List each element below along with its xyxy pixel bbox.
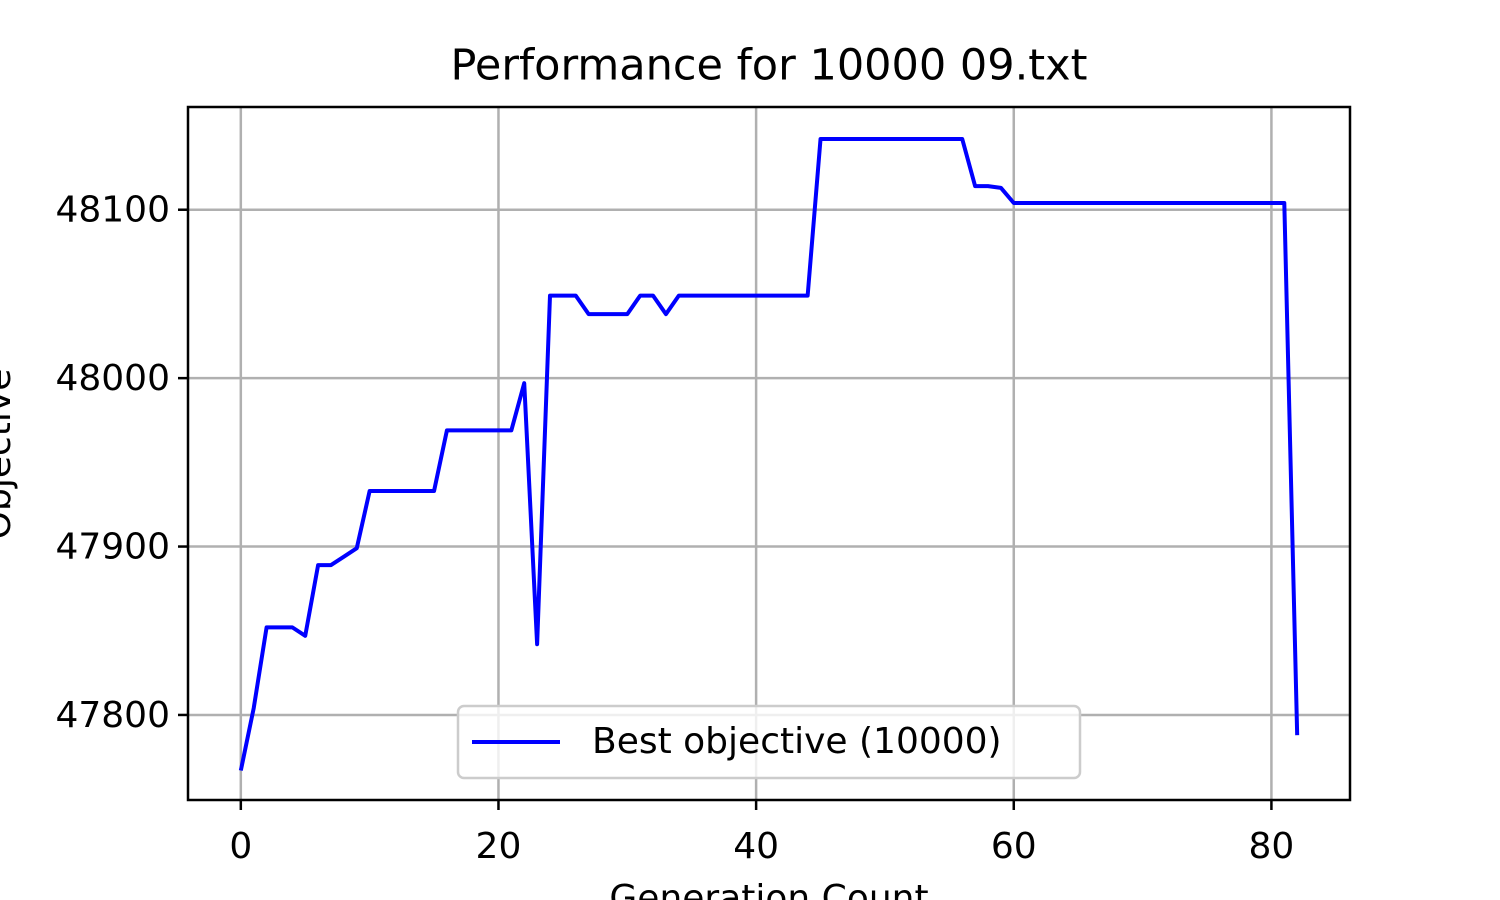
x-tick-label: 20 (476, 826, 522, 867)
plot-frame (186, 105, 1352, 802)
chart-title: Performance for 10000 09.txt (451, 41, 1088, 91)
y-tick-label: 48000 (55, 358, 170, 399)
data-line (238, 136, 1300, 771)
x-axis-label: Generation Count (609, 878, 928, 900)
y-tick-label: 47900 (55, 527, 170, 568)
legend-box (456, 704, 1082, 780)
y-tick-label: 47800 (55, 695, 170, 736)
x-tick-label: 80 (1249, 826, 1295, 867)
legend-label: Best objective (10000) (592, 721, 1002, 762)
x-tick-label: 0 (229, 826, 252, 867)
y-tick-label: 48100 (55, 190, 170, 231)
x-tick-label: 60 (991, 826, 1037, 867)
x-tick-label: 40 (733, 826, 779, 867)
y-axis-label: Objective (0, 369, 19, 540)
